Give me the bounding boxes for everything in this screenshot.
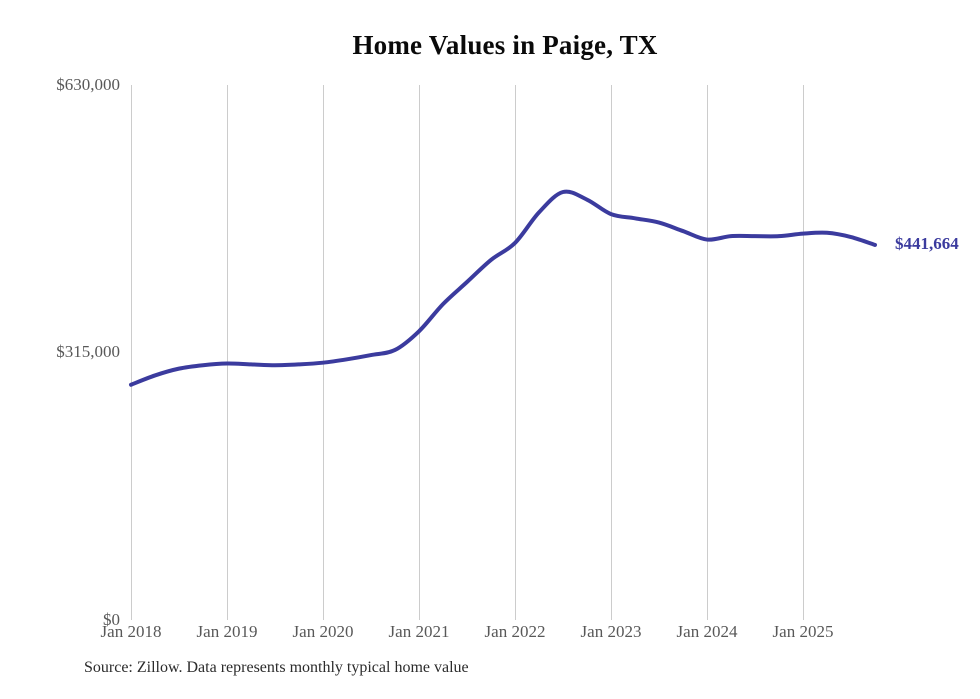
gridline-jan-2023 [611,85,612,620]
x-axis-tick-label-jan-2020: Jan 2020 [292,622,354,641]
x-axis-tick-label-jan-2022: Jan 2022 [484,622,546,641]
gridline-jan-2020 [323,85,324,620]
gridline-jan-2022 [515,85,516,620]
gridline-jan-2025 [803,85,804,620]
end-value-annotation: $441,664 [895,233,959,253]
gridline-jan-2019 [227,85,228,620]
series-line-typical-home-value [129,189,877,387]
x-axis-tick-label-jan-2025: Jan 2025 [772,622,834,641]
gridline-jan-2024 [707,85,708,620]
gridline-jan-2018 [131,85,132,620]
gridline-jan-2021 [419,85,420,620]
chart-title: Home Values in Paige, TX [352,30,658,60]
y-axis-tick-label-630000: $630,000 [56,75,120,94]
x-axis-tick-label-jan-2019: Jan 2019 [196,622,258,641]
source-note: Source: Zillow. Data represents monthly … [84,659,469,676]
y-axis-tick-label-0: $0 [103,610,120,629]
y-axis-tick-label-315000: $315,000 [56,342,120,361]
x-axis-tick-label-jan-2024: Jan 2024 [676,622,738,641]
x-axis-tick-label-jan-2021: Jan 2021 [388,622,450,641]
x-axis-tick-label-jan-2018: Jan 2018 [100,622,162,641]
x-axis-tick-label-jan-2023: Jan 2023 [580,622,642,641]
